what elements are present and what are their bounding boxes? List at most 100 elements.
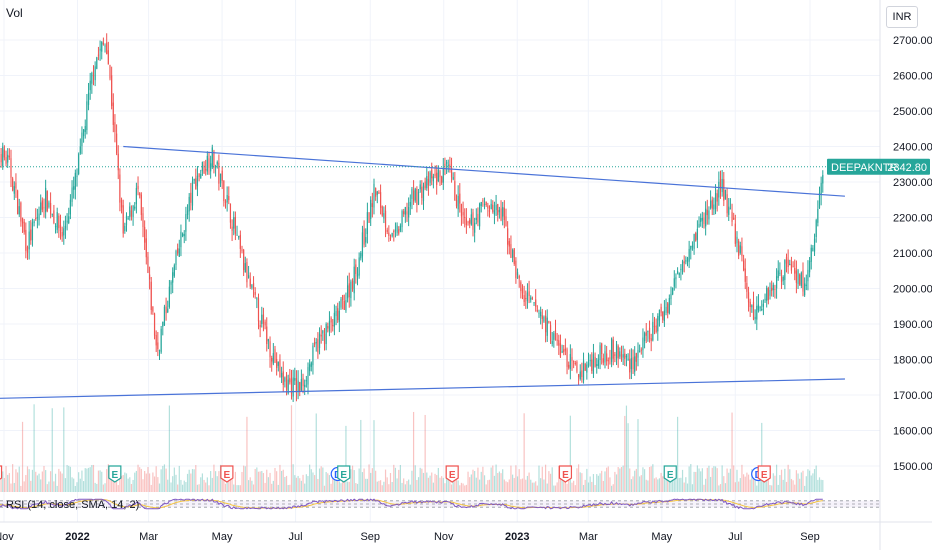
candle-body[interactable]: [716, 193, 718, 202]
candle-body[interactable]: [566, 349, 568, 367]
candle-body[interactable]: [635, 353, 637, 362]
candle-body[interactable]: [642, 337, 644, 351]
candle-body[interactable]: [198, 174, 200, 177]
candle-body[interactable]: [342, 295, 344, 301]
candle-body[interactable]: [391, 233, 393, 237]
candle-body[interactable]: [0, 153, 2, 163]
candle-body[interactable]: [678, 273, 680, 276]
candle-body[interactable]: [239, 234, 241, 249]
candle-body[interactable]: [782, 276, 784, 281]
candle-body[interactable]: [441, 176, 443, 183]
candle-body[interactable]: [680, 268, 682, 271]
candle-body[interactable]: [328, 320, 331, 332]
candle-body[interactable]: [696, 228, 698, 240]
candle-body[interactable]: [267, 338, 269, 342]
candle-body[interactable]: [200, 174, 202, 179]
candle-body[interactable]: [475, 217, 477, 221]
candle-body[interactable]: [500, 208, 502, 221]
candle-body[interactable]: [662, 311, 664, 320]
candle-body[interactable]: [492, 204, 494, 212]
candle-body[interactable]: [533, 302, 535, 304]
candle-body[interactable]: [208, 158, 210, 168]
candle-body[interactable]: [525, 298, 527, 300]
candle-body[interactable]: [427, 178, 430, 186]
candle-body[interactable]: [693, 234, 695, 249]
candle-body[interactable]: [541, 315, 543, 319]
candle-body[interactable]: [665, 306, 667, 313]
candle-body[interactable]: [756, 305, 758, 320]
candle-body[interactable]: [779, 272, 781, 274]
candle-body[interactable]: [751, 305, 753, 308]
candle-body[interactable]: [386, 229, 388, 232]
candle-body[interactable]: [350, 281, 352, 299]
candle-body[interactable]: [338, 310, 340, 322]
candle-body[interactable]: [122, 205, 124, 234]
rsi-line[interactable]: [0, 498, 823, 510]
candle-body[interactable]: [20, 202, 22, 222]
candle-body[interactable]: [445, 162, 448, 164]
candle-body[interactable]: [660, 306, 662, 313]
candle-body[interactable]: [561, 350, 563, 353]
candle-body[interactable]: [612, 339, 614, 359]
candle-body[interactable]: [592, 354, 595, 374]
candle-body[interactable]: [287, 379, 289, 394]
candle-body[interactable]: [749, 301, 751, 307]
candle-body[interactable]: [307, 367, 309, 385]
candle-body[interactable]: [530, 297, 532, 300]
candle-body[interactable]: [490, 203, 492, 210]
candle-body[interactable]: [556, 339, 558, 341]
candle-body[interactable]: [457, 195, 459, 210]
trendline-upper[interactable]: [123, 145, 845, 197]
candle-body[interactable]: [752, 301, 755, 320]
candle-body[interactable]: [302, 378, 304, 387]
candle-body[interactable]: [101, 41, 103, 52]
candle-body[interactable]: [147, 256, 149, 273]
candle-body[interactable]: [378, 191, 380, 194]
candle-body[interactable]: [746, 283, 748, 292]
candle-body[interactable]: [271, 358, 273, 362]
candle-body[interactable]: [221, 170, 223, 181]
candle-body[interactable]: [13, 186, 15, 194]
candle-body[interactable]: [155, 335, 157, 346]
candle-body[interactable]: [521, 288, 524, 294]
candle-body[interactable]: [396, 225, 398, 233]
candle-body[interactable]: [718, 181, 720, 198]
candle-body[interactable]: [148, 274, 151, 280]
candle-body[interactable]: [812, 247, 814, 252]
earnings-marker[interactable]: [108, 465, 122, 483]
candle-body[interactable]: [119, 174, 121, 203]
candle-body[interactable]: [470, 214, 472, 225]
candle-body[interactable]: [229, 203, 232, 223]
candle-body[interactable]: [124, 225, 126, 232]
candle-body[interactable]: [455, 199, 458, 207]
candle-body[interactable]: [218, 162, 220, 184]
candle-body[interactable]: [625, 355, 628, 358]
candle-body[interactable]: [774, 288, 776, 290]
candle-body[interactable]: [817, 208, 819, 223]
candle-body[interactable]: [528, 291, 530, 297]
candle-body[interactable]: [691, 245, 694, 248]
candle-body[interactable]: [358, 257, 360, 276]
candle-body[interactable]: [45, 187, 47, 213]
candle-body[interactable]: [150, 281, 152, 310]
candle-body[interactable]: [272, 353, 274, 364]
candle-body[interactable]: [327, 326, 329, 329]
candle-body[interactable]: [114, 122, 116, 133]
candle-body[interactable]: [658, 309, 661, 321]
candle-body[interactable]: [739, 245, 741, 253]
candle-body[interactable]: [653, 326, 656, 328]
candle-body[interactable]: [747, 292, 750, 303]
candle-body[interactable]: [394, 229, 397, 231]
candle-body[interactable]: [96, 57, 98, 69]
candle-body[interactable]: [12, 178, 14, 191]
candle-body[interactable]: [355, 264, 357, 274]
candle-body[interactable]: [741, 246, 743, 257]
candle-body[interactable]: [180, 231, 182, 248]
candle-body[interactable]: [290, 378, 293, 394]
candle-body[interactable]: [688, 248, 690, 262]
candle-body[interactable]: [365, 237, 367, 243]
candle-body[interactable]: [620, 354, 623, 360]
earnings-marker[interactable]: [663, 465, 677, 483]
candle-body[interactable]: [589, 360, 591, 362]
candle-body[interactable]: [736, 236, 738, 244]
